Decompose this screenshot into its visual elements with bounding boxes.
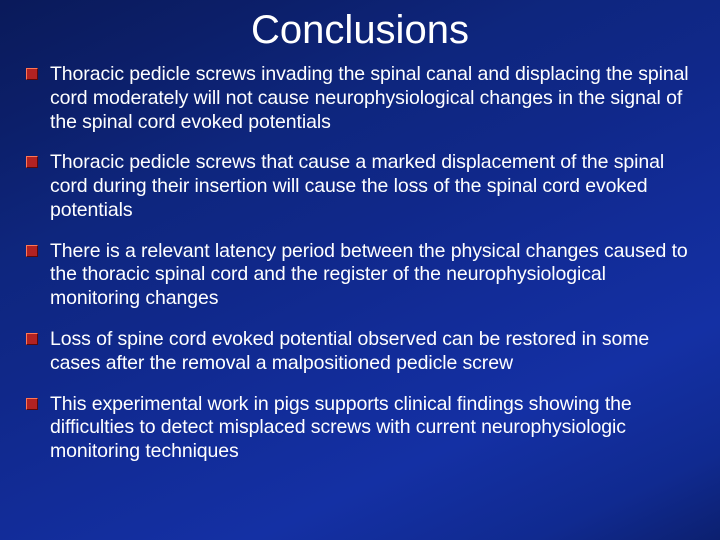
bullet-text: This experimental work in pigs supports … (50, 393, 632, 463)
bullet-icon (26, 68, 38, 80)
bullet-text: There is a relevant latency period betwe… (50, 240, 688, 310)
list-item: Loss of spine cord evoked potential obse… (22, 328, 698, 376)
bullet-text: Thoracic pedicle screws that cause a mar… (50, 151, 664, 221)
list-item: This experimental work in pigs supports … (22, 393, 698, 464)
bullet-text: Thoracic pedicle screws invading the spi… (50, 63, 689, 133)
list-item: There is a relevant latency period betwe… (22, 240, 698, 311)
bullet-icon (26, 333, 38, 345)
bullet-icon (26, 245, 38, 257)
bullet-list: Thoracic pedicle screws invading the spi… (22, 63, 698, 464)
bullet-icon (26, 156, 38, 168)
list-item: Thoracic pedicle screws invading the spi… (22, 63, 698, 134)
slide-title: Conclusions (22, 8, 698, 53)
list-item: Thoracic pedicle screws that cause a mar… (22, 151, 698, 222)
bullet-icon (26, 398, 38, 410)
bullet-text: Loss of spine cord evoked potential obse… (50, 328, 649, 374)
